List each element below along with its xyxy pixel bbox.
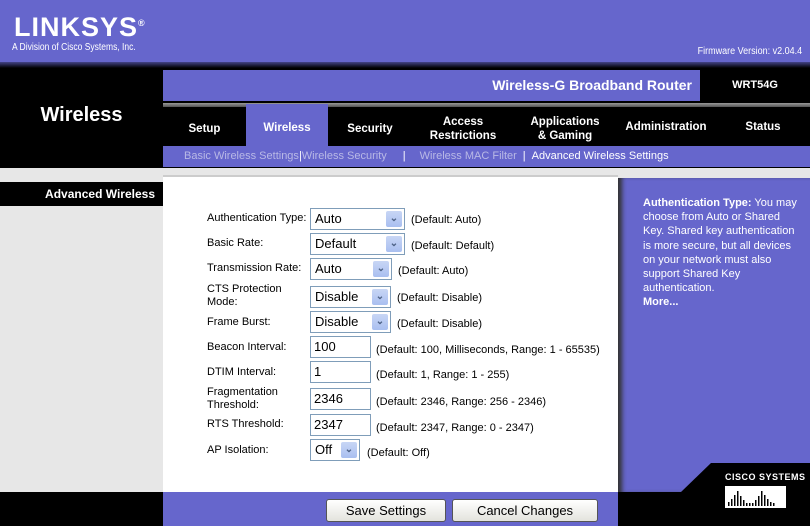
frame-burst-label: Frame Burst: <box>207 316 271 328</box>
section-title: Wireless <box>40 104 123 126</box>
chevron-down-icon: ⌄ <box>372 314 388 330</box>
cancel-changes-button[interactable]: Cancel Changes <box>452 499 598 522</box>
tab-wireless[interactable]: Wireless <box>246 104 328 147</box>
basic-rate-value: Default <box>315 236 357 251</box>
subnav-advanced-wireless[interactable]: Advanced Wireless Settings <box>531 150 669 162</box>
tx-rate-default: (Default: Auto) <box>398 265 469 277</box>
ap-isolation-value: Off <box>315 442 333 457</box>
beacon-label: Beacon Interval: <box>207 341 287 353</box>
help-more-link[interactable]: More... <box>643 296 679 309</box>
beacon-input[interactable]: 100 <box>310 336 371 358</box>
subnav-basic-wireless[interactable]: Basic Wireless Settings <box>184 150 299 162</box>
frame-burst-select[interactable]: Disable ⌄ <box>310 311 391 333</box>
logo-text: LINKSYS <box>14 12 139 42</box>
tab-status[interactable]: Status <box>745 121 781 133</box>
help-body: You may choose from Auto or Shared Key. … <box>643 197 797 295</box>
tx-rate-value: Auto <box>315 261 342 276</box>
auth-type-select[interactable]: Auto ⌄ <box>310 208 405 230</box>
cisco-systems-logo-text: CISCO SYSTEMS <box>725 472 806 482</box>
rts-label: RTS Threshold: <box>207 418 284 430</box>
basic-rate-default: (Default: Default) <box>411 240 495 252</box>
tab-access-restrictions[interactable]: Access Restrictions <box>429 116 497 142</box>
header-banner <box>0 0 810 64</box>
tx-rate-select[interactable]: Auto ⌄ <box>310 258 392 280</box>
subnav-mac-filter[interactable]: Wireless MAC Filter <box>419 150 517 162</box>
basic-rate-label: Basic Rate: <box>207 237 264 249</box>
cts-select[interactable]: Disable ⌄ <box>310 286 391 308</box>
beacon-default: (Default: 100, Milliseconds, Range: 1 - … <box>376 344 600 356</box>
auth-type-value: Auto <box>315 211 342 226</box>
rts-default: (Default: 2347, Range: 0 - 2347) <box>376 422 534 434</box>
tab-divider <box>163 103 810 107</box>
left-section-label: Advanced Wireless <box>0 182 163 206</box>
header-shadow <box>0 62 810 68</box>
chevron-down-icon: ⌄ <box>372 289 388 305</box>
sub-navigation: Basic Wireless Settings|Wireless Securit… <box>163 146 810 167</box>
footer-left <box>0 492 163 526</box>
product-name: Wireless-G Broadband Router <box>492 77 692 93</box>
chevron-down-icon: ⌄ <box>386 236 402 252</box>
cts-label: CTS Protection Mode: <box>207 283 282 308</box>
ap-isolation-select[interactable]: Off ⌄ <box>310 439 360 461</box>
subnav-separator: | <box>522 150 526 162</box>
product-bar <box>163 70 700 101</box>
rts-input[interactable]: 2347 <box>310 414 371 436</box>
logo-subtitle: A Division of Cisco Systems, Inc. <box>12 42 136 53</box>
auth-type-label: Authentication Type: <box>207 212 307 224</box>
help-title: Authentication Type: <box>643 197 752 209</box>
cts-value: Disable <box>315 289 359 304</box>
frame-burst-default: (Default: Disable) <box>397 318 482 330</box>
help-panel <box>618 178 810 492</box>
dtim-default: (Default: 1, Range: 1 - 255) <box>376 369 510 381</box>
tab-applications-gaming[interactable]: Applications & Gaming <box>530 116 600 142</box>
subnav-wireless-security[interactable]: Wireless Security <box>301 150 387 162</box>
subnav-separator: | <box>402 150 406 162</box>
linksys-logo: LINKSYS® <box>14 12 146 43</box>
chevron-down-icon: ⌄ <box>386 211 402 227</box>
frame-burst-value: Disable <box>315 314 359 329</box>
chevron-down-icon: ⌄ <box>373 261 389 277</box>
ap-isolation-default: (Default: Off) <box>367 447 430 459</box>
auth-type-default: (Default: Auto) <box>411 214 482 226</box>
frag-default: (Default: 2346, Range: 256 - 2346) <box>376 396 547 408</box>
chevron-down-icon: ⌄ <box>341 442 357 458</box>
firmware-version: Firmware Version: v2.04.4 <box>697 46 802 57</box>
frag-input[interactable]: 2346 <box>310 388 371 410</box>
basic-rate-select[interactable]: Default ⌄ <box>310 233 405 255</box>
tx-rate-label: Transmission Rate: <box>207 262 302 274</box>
model-name: WRT54G <box>732 79 778 91</box>
ap-isolation-label: AP Isolation: <box>207 444 269 456</box>
subnav-separator: | <box>298 150 302 162</box>
tab-security[interactable]: Security <box>347 123 393 135</box>
tab-administration[interactable]: Administration <box>625 121 707 133</box>
logo-reg: ® <box>138 18 146 28</box>
cts-default: (Default: Disable) <box>397 292 482 304</box>
save-settings-button[interactable]: Save Settings <box>326 499 446 522</box>
help-text: Authentication Type: You may choose from… <box>643 196 803 310</box>
dtim-input[interactable]: 1 <box>310 361 371 383</box>
tab-setup[interactable]: Setup <box>188 123 221 135</box>
frag-label: Fragmentation Threshold: <box>207 386 278 411</box>
dtim-label: DTIM Interval: <box>207 366 277 378</box>
cisco-footer-corner <box>618 463 810 526</box>
